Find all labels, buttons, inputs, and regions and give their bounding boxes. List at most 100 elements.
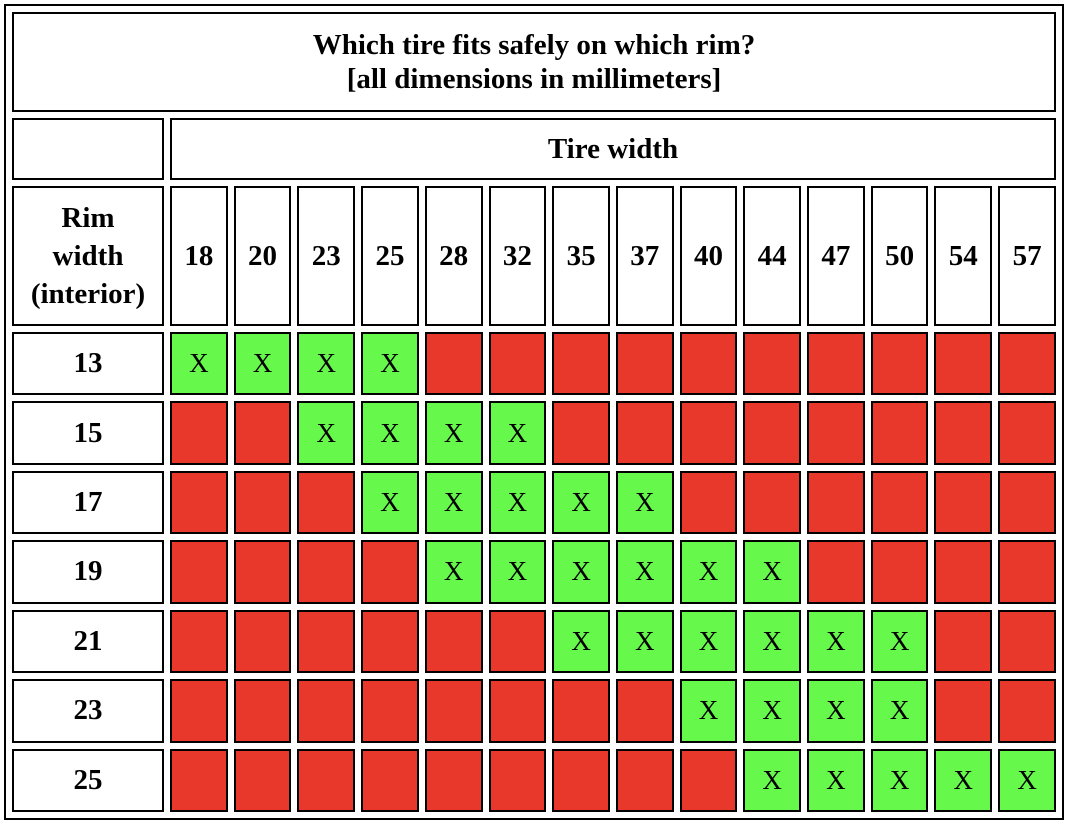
fit-cell: X: [552, 609, 610, 674]
fit-cell: X: [552, 540, 610, 604]
row-header-line: width: [52, 240, 124, 272]
no-fit-cell: [424, 332, 483, 396]
fit-cell: X: [297, 401, 356, 465]
fit-cell: X: [743, 540, 802, 604]
no-fit-cell: [679, 748, 738, 812]
rim-width: 21: [12, 609, 164, 674]
no-fit-cell: [170, 470, 228, 535]
rim-row: 17 X X X X X: [12, 470, 1056, 535]
fit-cell: X: [679, 609, 738, 674]
tire-width: 35: [552, 186, 610, 326]
rim-width: 15: [12, 401, 164, 465]
no-fit-cell: [488, 679, 547, 743]
fit-cell: X: [361, 470, 419, 535]
no-fit-cell: [615, 679, 674, 743]
no-fit-cell: [233, 609, 292, 674]
fit-cell: X: [233, 332, 292, 396]
no-fit-cell: [552, 332, 610, 396]
title-cell: Which tire fits safely on which rim? [all…: [12, 12, 1056, 112]
row-header-line: (interior): [30, 278, 146, 310]
tire-width: 50: [870, 186, 929, 326]
no-fit-cell: [998, 470, 1056, 535]
tire-width: 23: [297, 186, 356, 326]
no-fit-cell: [870, 401, 929, 465]
no-fit-cell: [233, 540, 292, 604]
no-fit-cell: [998, 332, 1056, 396]
fit-cell: X: [743, 609, 802, 674]
column-group-label: Tire width: [170, 118, 1056, 180]
no-fit-cell: [552, 401, 610, 465]
rim-width: 17: [12, 470, 164, 535]
no-fit-cell: [488, 332, 547, 396]
fit-cell: X: [361, 401, 419, 465]
no-fit-cell: [170, 540, 228, 604]
fit-cell: X: [807, 748, 865, 812]
no-fit-cell: [297, 540, 356, 604]
row-header-line: Rim: [61, 202, 115, 234]
tire-width: 25: [361, 186, 419, 326]
no-fit-cell: [807, 401, 865, 465]
no-fit-cell: [424, 748, 483, 812]
no-fit-cell: [679, 470, 738, 535]
no-fit-cell: [743, 470, 802, 535]
no-fit-cell: [361, 748, 419, 812]
tire-width: 32: [488, 186, 547, 326]
header-row: Rim width (interior) 18 20 23 25 28 32 35 37 40 44 47…: [12, 186, 1056, 326]
fit-cell: X: [615, 470, 674, 535]
no-fit-cell: [233, 470, 292, 535]
tire-width: 28: [424, 186, 483, 326]
title-line: [all dimensions in millimeters]: [346, 63, 722, 95]
fit-cell: X: [679, 679, 738, 743]
no-fit-cell: [297, 609, 356, 674]
no-fit-cell: [615, 748, 674, 812]
tire-width: 37: [615, 186, 674, 326]
no-fit-cell: [615, 401, 674, 465]
fit-cell: X: [679, 540, 738, 604]
fit-cell: X: [615, 609, 674, 674]
fit-cell: X: [297, 332, 356, 396]
no-fit-cell: [743, 332, 802, 396]
rim-width: 23: [12, 679, 164, 743]
fit-cell: X: [870, 679, 929, 743]
tire-width: 44: [743, 186, 802, 326]
rim-width: 25: [12, 748, 164, 812]
tire-width: 54: [934, 186, 993, 326]
tire-width: 40: [679, 186, 738, 326]
fit-cell: X: [424, 470, 483, 535]
no-fit-cell: [488, 748, 547, 812]
tire-width: 57: [998, 186, 1056, 326]
no-fit-cell: [870, 540, 929, 604]
table-body: Which tire fits safely on which rim? [all…: [12, 12, 1056, 812]
fit-cell: X: [615, 540, 674, 604]
tire-width: 20: [233, 186, 292, 326]
fit-cell: X: [870, 609, 929, 674]
row-header: Rim width (interior): [12, 186, 164, 326]
fit-cell: X: [998, 748, 1056, 812]
fit-cell: X: [552, 470, 610, 535]
no-fit-cell: [361, 540, 419, 604]
no-fit-cell: [870, 470, 929, 535]
rim-width: 19: [12, 540, 164, 604]
no-fit-cell: [552, 748, 610, 812]
fit-cell: X: [170, 332, 228, 396]
no-fit-cell: [870, 332, 929, 396]
no-fit-cell: [297, 748, 356, 812]
no-fit-cell: [934, 679, 993, 743]
fit-cell: X: [424, 540, 483, 604]
no-fit-cell: [297, 470, 356, 535]
rim-width: 13: [12, 332, 164, 396]
no-fit-cell: [679, 332, 738, 396]
fit-cell: X: [934, 748, 993, 812]
group-row: Tire width: [12, 118, 1056, 180]
no-fit-cell: [170, 401, 228, 465]
no-fit-cell: [934, 540, 993, 604]
no-fit-cell: [743, 401, 802, 465]
fit-cell: X: [807, 679, 865, 743]
no-fit-cell: [934, 332, 993, 396]
no-fit-cell: [679, 401, 738, 465]
no-fit-cell: [233, 748, 292, 812]
no-fit-cell: [488, 609, 547, 674]
no-fit-cell: [998, 609, 1056, 674]
no-fit-cell: [552, 679, 610, 743]
